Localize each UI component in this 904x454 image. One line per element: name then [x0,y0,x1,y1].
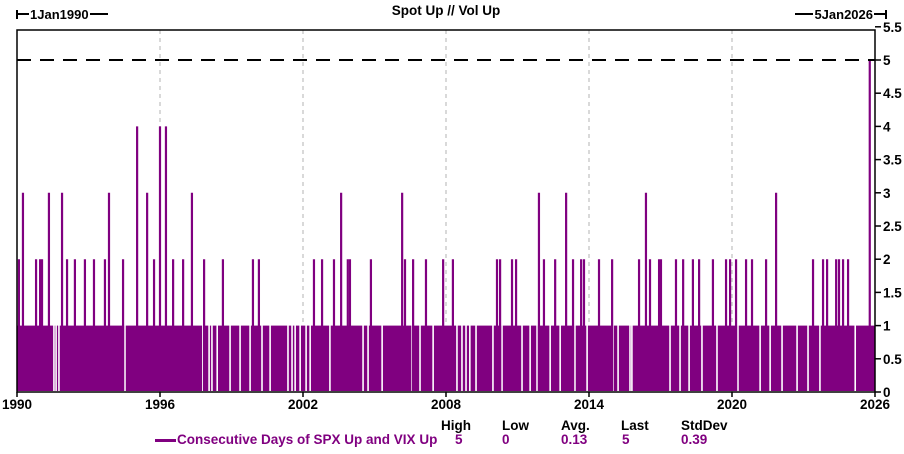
chart-title: Spot Up // Vol Up [391,3,501,18]
y-axis-tick-label: 3.5 [883,153,902,168]
stat-value-avg: 0.13 [561,432,588,447]
y-axis-tick-label: 4 [883,119,891,134]
x-axis-tick-label: 2020 [717,397,747,412]
start-date-label: 1Jan1990 [16,6,108,22]
y-axis-tick-label: 2 [883,252,891,267]
y-axis-tick-label: 1.5 [883,285,902,300]
stat-value-high: 5 [455,432,463,447]
x-axis-tick-label: 1996 [145,397,176,412]
range-start-tick-glyph [16,9,18,19]
y-axis-tick-label: 5.5 [883,20,902,35]
y-axis-tick-label: 0.5 [883,352,902,367]
legend-series-line [155,439,176,442]
stat-value-stddev: 0.39 [681,432,708,447]
end-date-text: 5Jan2026 [814,6,873,22]
stat-value-last: 5 [622,432,630,447]
y-axis-tick-label: 0 [883,385,891,400]
range-line [795,13,814,15]
x-axis-tick-label: 2026 [860,397,891,412]
y-axis-tick-label: 4.5 [883,86,902,101]
range-line [874,13,885,15]
stat-header-high: High [441,418,471,433]
stat-header-low: Low [502,418,529,433]
range-end-tick-glyph [885,9,887,19]
y-axis-tick-label: 1 [883,319,891,334]
legend-series-label: Consecutive Days of SPX Up and VIX Up [177,432,438,447]
x-axis-tick-label: 1990 [2,397,32,412]
start-date-text: 1Jan1990 [30,6,89,22]
end-date-label: 5Jan2026 [795,6,887,22]
y-axis-tick-label: 5 [883,53,891,68]
x-axis-tick-label: 2014 [574,397,605,412]
x-axis-tick-label: 2008 [431,397,462,412]
range-line [18,13,29,15]
x-axis-tick-label: 2002 [288,397,318,412]
stat-header-last: Last [621,418,649,433]
stat-header-stddev: StdDev [681,418,728,433]
y-axis-tick-label: 2.5 [883,219,902,234]
stat-value-low: 0 [502,432,510,447]
stat-header-avg: Avg. [561,418,590,433]
range-line [89,13,108,15]
y-axis-tick-label: 3 [883,186,891,201]
